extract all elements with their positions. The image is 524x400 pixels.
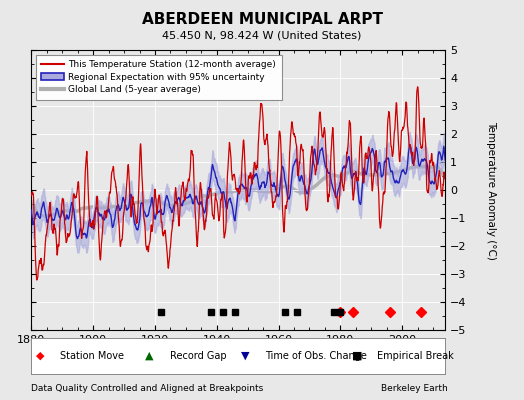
Y-axis label: Temperature Anomaly (°C): Temperature Anomaly (°C) (486, 120, 496, 260)
Text: ▼: ▼ (241, 351, 249, 361)
Legend: This Temperature Station (12-month average), Regional Expectation with 95% uncer: This Temperature Station (12-month avera… (36, 54, 281, 100)
Text: Time of Obs. Change: Time of Obs. Change (265, 351, 367, 361)
Text: ▲: ▲ (145, 351, 154, 361)
Text: Berkeley Earth: Berkeley Earth (381, 384, 448, 393)
Text: Station Move: Station Move (60, 351, 124, 361)
Text: Data Quality Controlled and Aligned at Breakpoints: Data Quality Controlled and Aligned at B… (31, 384, 264, 393)
Text: ■: ■ (352, 351, 363, 361)
Text: 45.450 N, 98.424 W (United States): 45.450 N, 98.424 W (United States) (162, 30, 362, 40)
Text: Empirical Break: Empirical Break (377, 351, 454, 361)
Text: Record Gap: Record Gap (170, 351, 227, 361)
Text: ABERDEEN MUNICIPAL ARPT: ABERDEEN MUNICIPAL ARPT (141, 12, 383, 27)
Text: ◆: ◆ (36, 351, 44, 361)
